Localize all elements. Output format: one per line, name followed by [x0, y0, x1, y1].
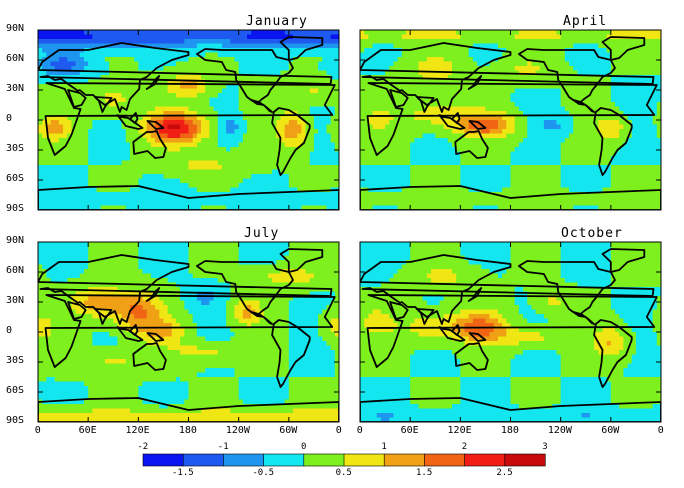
lon-tick-label: 120W: [225, 425, 250, 436]
colorbar-label-lower: 2.5: [496, 468, 513, 478]
colorbar: [142, 453, 546, 467]
map-panel-october: [359, 241, 662, 423]
lon-tick-label: 120E: [125, 425, 150, 436]
coastlines: [38, 36, 339, 210]
lat-tick-label: 90N: [6, 23, 25, 34]
contour-field: [38, 30, 339, 210]
lat-tick-label: 30N: [6, 83, 25, 94]
lat-tick-label: 60N: [6, 265, 25, 276]
lat-tick-label: 90S: [6, 203, 25, 214]
colorbar-swatch: [142, 453, 184, 467]
lat-tick-label: 60S: [6, 173, 25, 184]
map-panel-july: [37, 241, 340, 423]
contour-field: [360, 242, 661, 422]
lon-tick-label: 60E: [78, 425, 97, 436]
coastlines: [360, 248, 661, 422]
lon-tick-label: 120W: [547, 425, 572, 436]
map-panel-january: [37, 29, 340, 211]
lat-tick-label: 90N: [6, 235, 25, 246]
colorbar-label-upper: 1: [381, 442, 387, 452]
panel-title-july: July: [244, 226, 280, 241]
contour-field: [38, 242, 339, 422]
lat-tick-label: 90S: [6, 415, 25, 426]
colorbar-swatch: [464, 453, 506, 467]
lon-tick-label: 180: [178, 425, 197, 436]
colorbar-label-upper: -1: [217, 442, 229, 452]
colorbar-swatch: [424, 453, 466, 467]
colorbar-swatch: [383, 453, 426, 467]
colorbar-label-lower: -1.5: [172, 468, 194, 478]
colorbar-label-upper: 0: [301, 442, 307, 452]
lon-tick-label: 0: [34, 425, 41, 436]
lon-tick-label: 120E: [447, 425, 472, 436]
coastlines: [38, 248, 339, 422]
lon-tick-label: 0: [657, 425, 664, 436]
map-panel-april: [359, 29, 662, 211]
colorbar-swatch: [263, 453, 305, 467]
panel-title-january: January: [246, 14, 308, 29]
lon-tick-label: 60E: [400, 425, 419, 436]
colorbar-label-upper: 3: [542, 442, 548, 452]
lon-tick-label: 60W: [279, 425, 298, 436]
lon-tick-label: 0: [335, 425, 342, 436]
lat-tick-label: 30S: [6, 355, 25, 366]
colorbar-swatch: [182, 453, 224, 467]
lon-tick-label: 0: [356, 425, 363, 436]
colorbar-label-lower: 1.5: [416, 468, 433, 478]
lat-tick-label: 60N: [6, 53, 25, 64]
colorbar-label-lower: -0.5: [252, 468, 275, 478]
colorbar-swatch: [303, 453, 345, 467]
colorbar-label-upper: -2: [137, 442, 149, 452]
lat-tick-label: 30N: [6, 295, 25, 306]
lat-tick-label: 30S: [6, 143, 25, 154]
lat-tick-label: 60S: [6, 385, 25, 396]
panel-title-october: October: [561, 226, 623, 241]
contour-field: [360, 30, 661, 210]
colorbar-swatch: [343, 453, 385, 467]
lon-tick-label: 60W: [601, 425, 620, 436]
coastlines: [360, 36, 661, 210]
panel-title-april: April: [563, 14, 608, 29]
colorbar-swatch: [223, 453, 265, 467]
colorbar-swatch: [504, 453, 546, 467]
colorbar-label-upper: 2: [461, 442, 468, 452]
colorbar-label-lower: 0.5: [335, 468, 352, 478]
lat-tick-label: 0: [6, 113, 13, 124]
lat-tick-label: 0: [6, 325, 13, 336]
lon-tick-label: 180: [500, 425, 519, 436]
